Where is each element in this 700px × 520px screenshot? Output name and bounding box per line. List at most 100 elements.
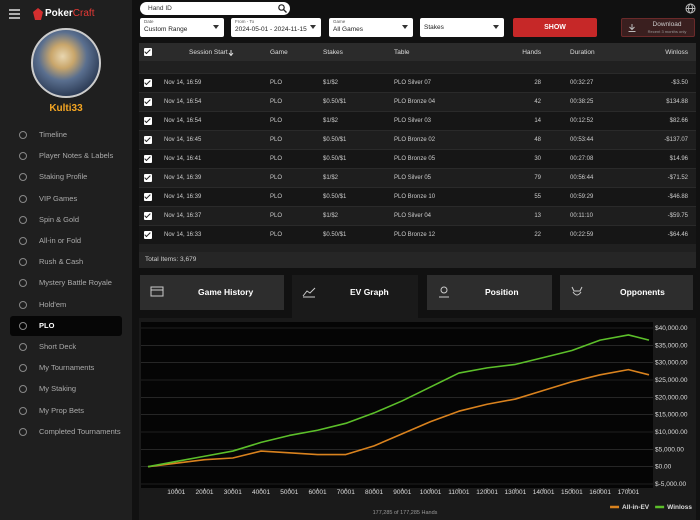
table-header: [139, 43, 696, 61]
menu-item[interactable]: My Staking: [10, 379, 122, 399]
checkbox[interactable]: [144, 193, 152, 201]
table-cell: Nov 14, 16:33: [164, 232, 202, 238]
table-row: Nov 14, 16:33 PLO $0.50/$1 PLO Bronze 12 22 0…: [139, 225, 696, 244]
menu-item[interactable]: My Tournaments: [10, 358, 122, 378]
menu-icon: [19, 321, 27, 330]
chart-footer: 177,285 of 177,285 Hands: [373, 510, 438, 516]
table-row: Nov 14, 16:37 PLO $1/$2 PLO Silver 04 13 00:1…: [139, 206, 696, 225]
menu-label: Hold'em: [39, 299, 67, 309]
tab[interactable]: Position: [427, 275, 552, 310]
x-tick-label: 150001: [561, 489, 583, 496]
search-icon: [278, 4, 287, 13]
checkbox[interactable]: [144, 117, 152, 125]
checkbox[interactable]: [144, 98, 152, 106]
checkbox[interactable]: [144, 174, 152, 182]
tab[interactable]: Game History: [140, 275, 284, 310]
filter-label: From - To: [235, 19, 255, 24]
table-cell: 14: [534, 118, 541, 124]
table-cell: -$3.50: [670, 80, 688, 86]
table-cell: -$71.52: [667, 175, 688, 181]
x-tick-label: 90001: [393, 489, 411, 496]
total-items: Total Items: 3,679: [145, 256, 197, 263]
username: Kulti33: [49, 103, 83, 114]
table-cell: $14.96: [669, 156, 688, 162]
table-cell: PLO: [270, 80, 283, 86]
menu-label: My Staking: [39, 384, 77, 394]
checkbox[interactable]: [144, 231, 152, 239]
menu-label: My Tournaments: [39, 363, 95, 373]
menu-icon: [19, 215, 27, 224]
menu-item[interactable]: PLO: [10, 315, 122, 336]
menu-item[interactable]: Staking Profile: [10, 167, 122, 187]
table-cell: $1/$2: [323, 175, 339, 181]
menu-item[interactable]: Player Notes & Labels: [10, 146, 122, 166]
menu-item[interactable]: Hold'em: [10, 295, 122, 315]
tab-label: Position: [485, 287, 519, 297]
menu-label: Mystery Battle Royale: [39, 278, 112, 288]
table-cell: -$64.46: [667, 232, 688, 238]
menu-icon: [19, 152, 27, 161]
menu-label: Short Deck: [39, 342, 77, 351]
table-row: Nov 14, 16:59 PLO $1/$2 PLO Silver 07 28 00:3…: [139, 73, 696, 92]
dropdown-arrow: [493, 25, 499, 29]
y-tick-label: $15,000.00: [655, 412, 688, 419]
x-tick-label: 70001: [337, 489, 355, 496]
table-cell: -$59.75: [667, 213, 688, 219]
column-header: Stakes: [323, 49, 343, 56]
menu-item[interactable]: Spin & Gold: [10, 210, 122, 230]
avatar[interactable]: [31, 28, 101, 98]
menu-item[interactable]: Short Deck: [10, 337, 122, 357]
legend-label: Winloss: [667, 504, 692, 511]
menu-item[interactable]: Rush & Cash: [10, 252, 122, 272]
menu-icon[interactable]: [8, 8, 22, 20]
x-tick-label: 60001: [309, 489, 327, 496]
download-note: Recent 3 months only: [647, 29, 687, 34]
menu-item[interactable]: Mystery Battle Royale: [10, 273, 122, 293]
filter-dropdown[interactable]: Stakes: [420, 18, 504, 37]
dropdown-arrow: [310, 25, 316, 29]
column-header[interactable]: Session Start: [189, 49, 228, 56]
table-cell: PLO Bronze 04: [394, 99, 436, 105]
x-tick-label: 100001: [420, 489, 442, 496]
checkbox[interactable]: [144, 79, 152, 87]
tab-icon: [150, 286, 164, 297]
x-tick-label: 160001: [589, 489, 611, 496]
column-header: Game: [270, 49, 288, 56]
download-button[interactable]: Download Recent 3 months only: [621, 18, 695, 37]
menu-item[interactable]: All-in or Fold: [10, 231, 122, 251]
table-cell: 00:32:27: [570, 80, 594, 86]
menu-item[interactable]: Timeline: [10, 125, 122, 145]
search-box[interactable]: Hand ID: [140, 2, 290, 15]
filter-label: Date: [144, 19, 154, 24]
filter-dropdown[interactable]: Game All Games: [329, 18, 413, 37]
menu-icon: [19, 279, 27, 288]
brand-first: Poker: [45, 8, 73, 19]
show-button[interactable]: SHOW: [513, 18, 597, 37]
table-cell: PLO: [270, 99, 283, 105]
menu-icon: [19, 300, 27, 309]
table-cell: $82.66: [669, 118, 688, 124]
checkbox[interactable]: [144, 212, 152, 220]
checkbox[interactable]: [144, 48, 152, 56]
filter-dropdown[interactable]: Date Custom Range: [140, 18, 224, 37]
tab[interactable]: Opponents: [560, 275, 693, 310]
menu-icon: [19, 131, 27, 139]
checkbox[interactable]: [144, 136, 152, 144]
tab[interactable]: EV Graph: [292, 275, 418, 318]
table-cell: Nov 14, 16:59: [164, 80, 202, 86]
menu-item[interactable]: My Prop Bets: [10, 401, 122, 421]
y-tick-label: $40,000.00: [655, 325, 688, 332]
globe-icon[interactable]: [685, 3, 696, 14]
filter-dropdown[interactable]: From - To 2024-05-01 - 2024-11-15: [231, 18, 321, 37]
y-tick-label: $35,000.00: [655, 342, 688, 349]
checkbox[interactable]: [144, 155, 152, 163]
table-row: Nov 14, 16:41 PLO $0.50/$1 PLO Bronze 05 30 0…: [139, 149, 696, 168]
y-tick-label: $-5,000.00: [655, 481, 686, 488]
menu-label: VIP Games: [39, 193, 78, 203]
menu-label: All-in or Fold: [39, 236, 82, 245]
brand-logo: [33, 8, 43, 20]
menu-item[interactable]: Completed Tournaments: [10, 422, 122, 442]
menu-item[interactable]: VIP Games: [10, 189, 122, 209]
table-cell: -$46.88: [667, 194, 688, 200]
table-cell: 13: [534, 213, 541, 219]
